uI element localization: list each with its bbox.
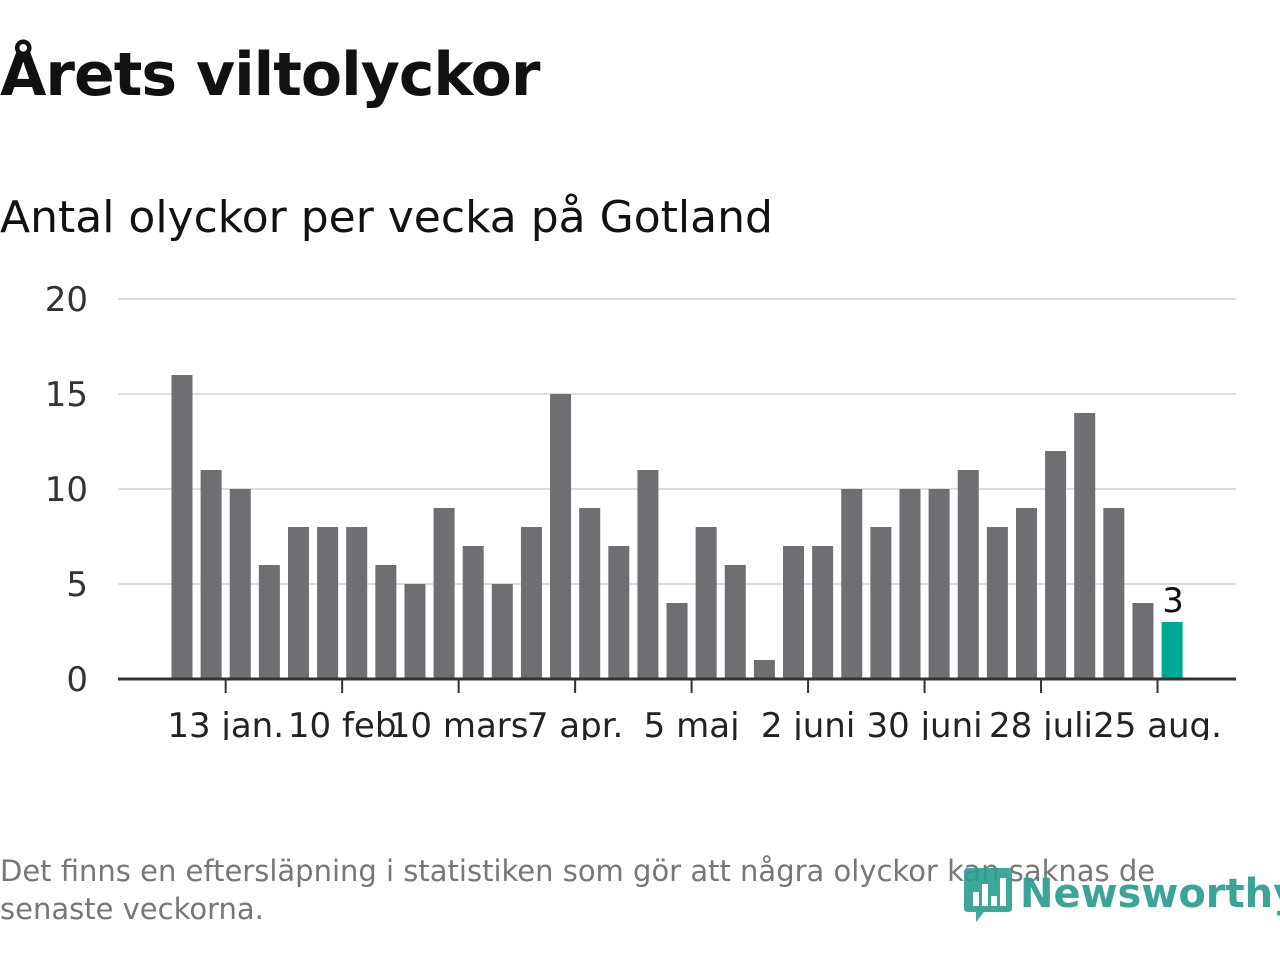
bar	[258, 565, 280, 679]
bar	[695, 527, 717, 679]
bar	[783, 546, 805, 679]
y-tick-label: 15	[45, 375, 88, 415]
bar	[1074, 413, 1096, 679]
chart-title: Årets viltolyckor	[0, 40, 540, 110]
bar	[462, 546, 484, 679]
bar	[957, 470, 979, 679]
y-tick-label: 5	[66, 565, 88, 605]
bar	[870, 527, 892, 679]
x-tick-label: 13 jan.	[167, 706, 284, 740]
bar	[550, 394, 572, 679]
bar	[1015, 508, 1037, 679]
x-tick-label: 2 juni	[761, 706, 855, 740]
bar	[404, 584, 426, 679]
bar	[229, 489, 251, 679]
x-tick-label: 28 juli	[989, 706, 1093, 740]
bar	[1103, 508, 1125, 679]
bar	[287, 527, 309, 679]
bar	[899, 489, 921, 679]
y-tick-label: 20	[45, 280, 88, 320]
x-tick-label: 30 juni	[867, 706, 983, 740]
bar	[520, 527, 542, 679]
bar	[433, 508, 455, 679]
newsworthy-logo-icon	[964, 868, 1012, 922]
bar	[171, 375, 193, 679]
bars	[171, 375, 1183, 679]
bar	[200, 470, 222, 679]
highlight-data-label: 3	[1162, 581, 1184, 621]
bar	[928, 489, 950, 679]
bar	[666, 603, 688, 679]
bar	[1045, 451, 1067, 679]
bar	[637, 470, 659, 679]
bar	[1132, 603, 1154, 679]
bar-highlight	[1161, 622, 1183, 679]
newsworthy-logo: Newsworthy	[962, 862, 1280, 926]
x-tick-label: 10 mars	[389, 706, 529, 740]
bar	[317, 527, 339, 679]
x-tick-label: 25 aug.	[1093, 706, 1222, 740]
bar	[375, 565, 397, 679]
bar	[986, 527, 1008, 679]
bar	[491, 584, 513, 679]
x-tick-label: 10 feb	[288, 706, 397, 740]
bar	[346, 527, 368, 679]
bar	[724, 565, 746, 679]
x-tick-label: 7 apr.	[527, 706, 624, 740]
data-labels: 3	[1162, 581, 1184, 621]
y-tick-label: 0	[66, 660, 88, 700]
grid-lines	[118, 298, 1236, 585]
y-axis-ticks: 0 5 10 15 20	[45, 280, 88, 700]
y-tick-label: 10	[45, 470, 88, 510]
x-tick-label: 5 maj	[644, 706, 740, 740]
bar	[608, 546, 630, 679]
chart-subtitle: Antal olyckor per vecka på Gotland	[0, 192, 773, 243]
bar	[579, 508, 601, 679]
bar	[812, 546, 834, 679]
newsworthy-logo-text: Newsworthy	[1020, 871, 1280, 917]
bar	[753, 660, 775, 679]
bar	[841, 489, 863, 679]
footnote: Det finns en eftersläpning i statistiken…	[0, 854, 1156, 926]
